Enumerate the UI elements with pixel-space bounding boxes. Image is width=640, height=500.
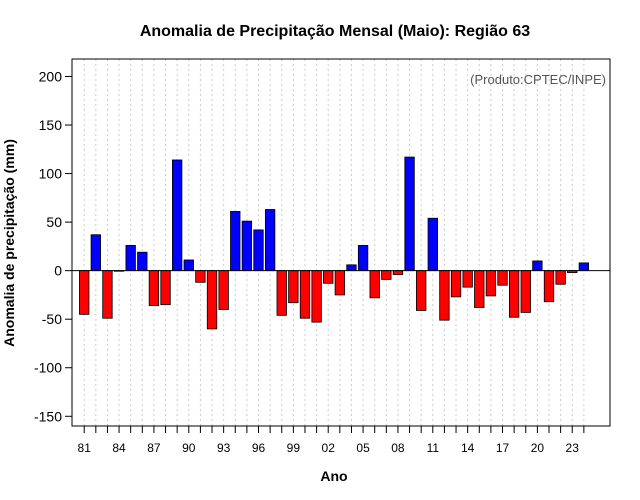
bar-2024 (578, 262, 590, 272)
y-tick-label: 0 (54, 263, 62, 279)
x-tick-label: 02 (322, 441, 336, 455)
bar-2002 (323, 270, 334, 284)
y-tick-label: 150 (39, 117, 63, 133)
y-tick-label: 50 (46, 214, 62, 230)
bar-1993 (218, 270, 229, 310)
y-tick-label: -50 (42, 311, 62, 327)
x-tick-label: 84 (112, 441, 126, 455)
x-tick-label: 87 (147, 441, 161, 455)
y-tick-label: -100 (34, 360, 62, 376)
bar-2014 (462, 270, 473, 288)
y-tick-label: 200 (39, 68, 63, 84)
bar-1983 (102, 270, 113, 319)
chart-title: Anomalia de Precipitação Mensal (Maio): … (140, 23, 530, 40)
bar-2016 (485, 270, 497, 297)
bar-1986 (137, 251, 148, 272)
bar-1990 (183, 259, 194, 272)
bar-1996 (253, 229, 264, 272)
x-tick-label: 11 (427, 441, 440, 455)
bar-1991 (195, 270, 206, 283)
bar-1995 (241, 220, 253, 272)
bar-2007 (381, 270, 392, 280)
bar-2020 (532, 260, 543, 272)
bar-1997 (264, 209, 276, 272)
bar-1987 (148, 270, 160, 307)
x-tick-label: 20 (531, 441, 545, 455)
bar-2018 (508, 270, 520, 318)
x-tick-label: 96 (252, 441, 266, 455)
x-tick-label: 90 (182, 441, 196, 455)
x-tick-label: 17 (496, 441, 510, 455)
bar-2008 (392, 270, 404, 275)
x-axis-label: Ano (320, 468, 347, 484)
bar-2015 (474, 270, 485, 308)
bar-2004 (346, 264, 357, 272)
bar-2006 (369, 270, 380, 299)
y-tick-label: 100 (39, 166, 63, 182)
bar-2003 (334, 270, 345, 296)
bar-2013 (450, 270, 462, 298)
bar-1994 (230, 211, 241, 272)
y-tick-label: -150 (34, 408, 62, 424)
bar-2011 (427, 217, 438, 272)
x-tick-label: 08 (391, 441, 405, 455)
plot-frame (71, 58, 611, 427)
bar-2001 (311, 270, 322, 323)
bar-1988 (160, 270, 171, 306)
x-tick-label: 93 (217, 441, 231, 455)
x-tick-label: 05 (356, 441, 370, 455)
grid-lines (83, 59, 585, 426)
bar-2010 (416, 270, 427, 311)
x-tick-label: 14 (461, 441, 475, 455)
bar-2005 (357, 245, 369, 272)
x-tick-label: 99 (287, 441, 301, 455)
y-axis-label: Anomalia de precipitação (mm) (1, 139, 17, 347)
bar-2022 (555, 270, 566, 285)
bar-2021 (543, 270, 555, 303)
x-axis: 81 84 87 90 93 96 99 02 05 08 11 14 17 20 23 (78, 426, 585, 455)
bar-1998 (276, 270, 287, 316)
bars-group (79, 156, 590, 330)
y-axis: -150 -100 -50 0 50 100 150 200 (34, 68, 72, 424)
bar-1989 (172, 159, 183, 272)
bar-2009 (404, 156, 415, 272)
bar-1992 (206, 270, 218, 330)
x-tick-label: 23 (566, 441, 580, 455)
x-tick-label: 81 (78, 441, 92, 455)
bar-1999 (288, 270, 299, 304)
bar-2017 (497, 270, 508, 286)
bar-1982 (90, 234, 101, 272)
bar-2012 (439, 270, 450, 321)
bar-2019 (520, 270, 531, 313)
bar-1985 (125, 245, 136, 272)
source-note: (Produto:CPTEC/INPE) (470, 72, 606, 87)
bar-2000 (299, 270, 311, 319)
bar-1981 (79, 270, 90, 315)
